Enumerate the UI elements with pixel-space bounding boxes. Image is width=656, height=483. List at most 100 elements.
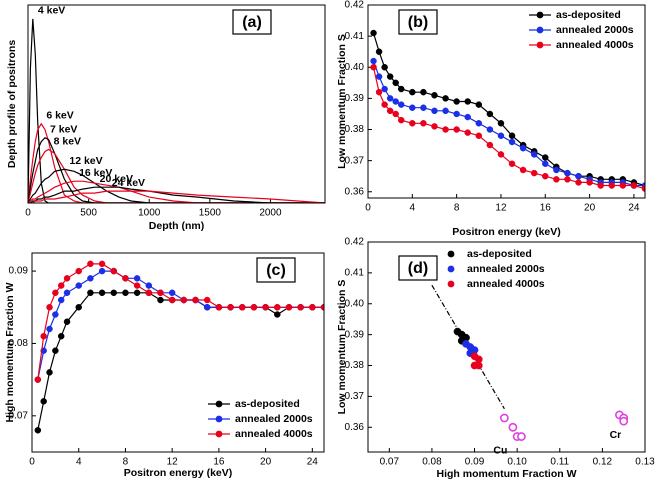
panel-label-box <box>398 255 438 281</box>
x-tick-label: 12 <box>167 457 179 468</box>
y-tick-label: 0.39 <box>345 93 365 104</box>
series-label: Cu <box>493 444 507 456</box>
data-point <box>274 304 281 311</box>
data-point <box>215 304 223 311</box>
data-point <box>375 48 383 55</box>
y-axis-label: Low momentum Fraction S <box>336 34 348 169</box>
data-point <box>133 282 141 289</box>
data-point <box>420 88 427 96</box>
plot-area <box>34 260 324 434</box>
data-point <box>486 110 494 118</box>
data-point <box>392 110 399 118</box>
data-point <box>486 141 494 149</box>
data-point <box>464 113 471 121</box>
data-point <box>34 376 42 383</box>
series-line <box>28 168 325 203</box>
data-point <box>530 151 538 158</box>
data-point <box>157 289 164 297</box>
data-point <box>564 169 571 177</box>
data-point <box>442 95 449 102</box>
data-point <box>397 101 405 108</box>
data-point <box>98 260 106 268</box>
data-point <box>619 182 627 189</box>
legend-label: as-deposited <box>556 9 621 21</box>
x-tick-label: 0.12 <box>593 457 613 468</box>
data-point <box>40 332 47 340</box>
data-point <box>442 107 449 115</box>
data-point <box>381 101 388 108</box>
data-point <box>597 182 604 189</box>
data-point <box>157 296 164 304</box>
data-point <box>497 120 505 127</box>
y-tick-label: 0.41 <box>345 31 365 42</box>
data-point <box>57 332 65 340</box>
x-tick-label: 0 <box>365 203 371 214</box>
data-point <box>309 304 316 311</box>
y-tick-label: 0.39 <box>345 329 365 340</box>
data-point <box>75 304 82 311</box>
data-point <box>619 416 629 426</box>
series-label: 8 keV <box>54 135 81 147</box>
data-point <box>75 267 82 275</box>
y-tick-label: 0.42 <box>345 0 365 11</box>
y-tick-label: 0.40 <box>345 298 365 309</box>
data-point <box>375 73 383 80</box>
data-point <box>464 98 471 105</box>
data-point <box>392 79 399 87</box>
data-point <box>168 296 176 304</box>
data-point <box>381 64 388 71</box>
legend-label: annealed 2000s <box>467 263 545 275</box>
legend-marker <box>536 26 544 34</box>
x-tick-label: 16 <box>213 457 225 468</box>
legend-label: annealed 4000s <box>467 278 545 290</box>
data-point <box>564 176 571 183</box>
y-tick-label: 0.09 <box>9 266 29 277</box>
data-point <box>420 104 427 111</box>
panel: 0.07 0.08 0.09 0.10 0.11 0.12 0.13 0.36 0.37 0.38… <box>336 237 655 480</box>
y-axis-label: Low momentum Fraction S <box>336 280 348 415</box>
panel-label: (a) <box>242 14 262 31</box>
data-point <box>475 120 483 127</box>
x-tick-label: 0.07 <box>380 457 400 468</box>
data-point <box>431 123 438 130</box>
legend-label: annealed 2000s <box>235 413 313 425</box>
series-line <box>37 292 324 431</box>
data-point <box>508 132 516 139</box>
data-point <box>553 176 560 183</box>
x-tick-label: 4 <box>410 203 416 214</box>
data-point <box>519 166 527 174</box>
data-point <box>203 296 211 304</box>
data-point <box>641 185 645 192</box>
series-line <box>372 67 645 190</box>
legend-label: annealed 4000s <box>556 39 634 51</box>
data-point <box>475 101 483 108</box>
data-point <box>370 57 377 65</box>
data-point <box>110 289 118 297</box>
data-point <box>630 182 638 189</box>
x-tick-label: 1500 <box>199 208 222 219</box>
plot-area <box>370 29 645 192</box>
data-point <box>145 282 153 289</box>
legend-marker <box>447 265 455 273</box>
x-tick-label: 0.13 <box>635 457 655 468</box>
data-point <box>497 151 505 158</box>
data-point <box>431 92 438 99</box>
series-label: 4 keV <box>38 5 65 17</box>
data-point <box>133 289 141 297</box>
x-tick-label: 20 <box>584 203 596 214</box>
data-point <box>250 304 258 311</box>
series-label: 6 keV <box>46 110 73 122</box>
data-point <box>46 304 53 311</box>
x-axis-label: Positron energy (keV) <box>452 226 561 238</box>
data-point <box>98 267 106 275</box>
data-point <box>297 304 304 311</box>
axes-frame <box>27 4 326 204</box>
data-point <box>474 361 483 370</box>
legend-label: as-deposited <box>235 398 300 410</box>
series-label: 12 keV <box>69 155 102 167</box>
data-point <box>227 304 234 311</box>
x-axis-label: High momentum Fraction W <box>437 468 577 480</box>
data-point <box>87 275 94 282</box>
data-point <box>397 85 405 93</box>
